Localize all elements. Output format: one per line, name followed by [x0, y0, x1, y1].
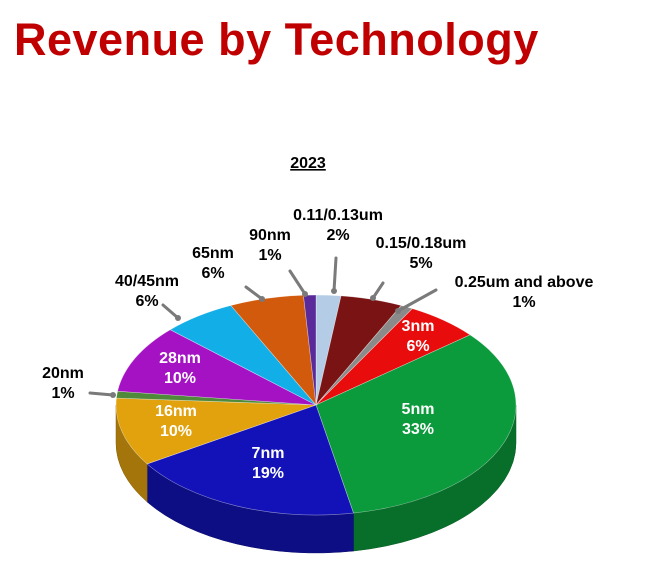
leader-0-15-0-18um	[371, 281, 385, 300]
label-0-25um-and-above: 0.25um and above	[455, 274, 594, 291]
page-title: Revenue by Technology	[14, 14, 539, 65]
leader-65nm	[244, 285, 264, 301]
value-0-11-0-13um: 2%	[326, 227, 349, 244]
label-28nm: 28nm	[159, 350, 201, 367]
slice-16nm	[115, 397, 317, 465]
value-40-45nm: 6%	[135, 293, 158, 310]
slice-7nm	[146, 404, 354, 516]
label-40-45nm: 40/45nm	[115, 273, 179, 290]
label-5nm: 5nm	[402, 401, 435, 418]
value-16nm: 10%	[160, 423, 192, 440]
leader-lines	[88, 256, 438, 398]
leader-20nm	[88, 391, 115, 397]
value-65nm: 6%	[201, 265, 224, 282]
value-20nm: 1%	[51, 385, 74, 402]
label-16nm: 16nm	[155, 403, 197, 420]
slice-labels: 0.11/0.13um 2% 0.15/0.18um 5% 0.25um and abo…	[42, 207, 593, 482]
leader-40-45nm	[161, 303, 180, 320]
leader-dot-0-11-0-13um	[331, 288, 337, 294]
label-20nm: 20nm	[42, 365, 84, 382]
label-65nm: 65nm	[192, 245, 234, 262]
slice-28nm	[117, 329, 317, 406]
leader-dot-40-45nm	[175, 315, 181, 321]
leader-dot-0-15-0-18um	[370, 295, 376, 301]
leader-dot-65nm	[259, 296, 265, 302]
label-0-15-0-18um: 0.15/0.18um	[376, 235, 467, 252]
value-7nm: 19%	[252, 465, 284, 482]
leader-0-11-0-13um	[332, 256, 338, 293]
label-7nm: 7nm	[252, 445, 285, 462]
chart-title: 2023	[290, 155, 326, 172]
leader-90nm	[288, 269, 307, 296]
value-0-25um-and-above: 1%	[512, 294, 535, 311]
label-90nm: 90nm	[249, 227, 291, 244]
leader-0-25um-and-above	[396, 288, 438, 313]
label-0-11-0-13um: 0.11/0.13um	[293, 207, 383, 224]
value-5nm: 33%	[402, 421, 434, 438]
value-0-15-0-18um: 5%	[409, 255, 432, 272]
pie-top	[115, 294, 517, 516]
label-3nm: 3nm	[402, 318, 435, 335]
value-3nm: 6%	[406, 338, 429, 355]
value-90nm: 1%	[258, 247, 281, 264]
leader-dot-0-25um-and-above	[395, 308, 401, 314]
value-28nm: 10%	[164, 370, 196, 387]
leader-dot-90nm	[302, 291, 308, 297]
leader-dot-20nm	[110, 392, 116, 398]
slice-5nm	[315, 334, 517, 514]
